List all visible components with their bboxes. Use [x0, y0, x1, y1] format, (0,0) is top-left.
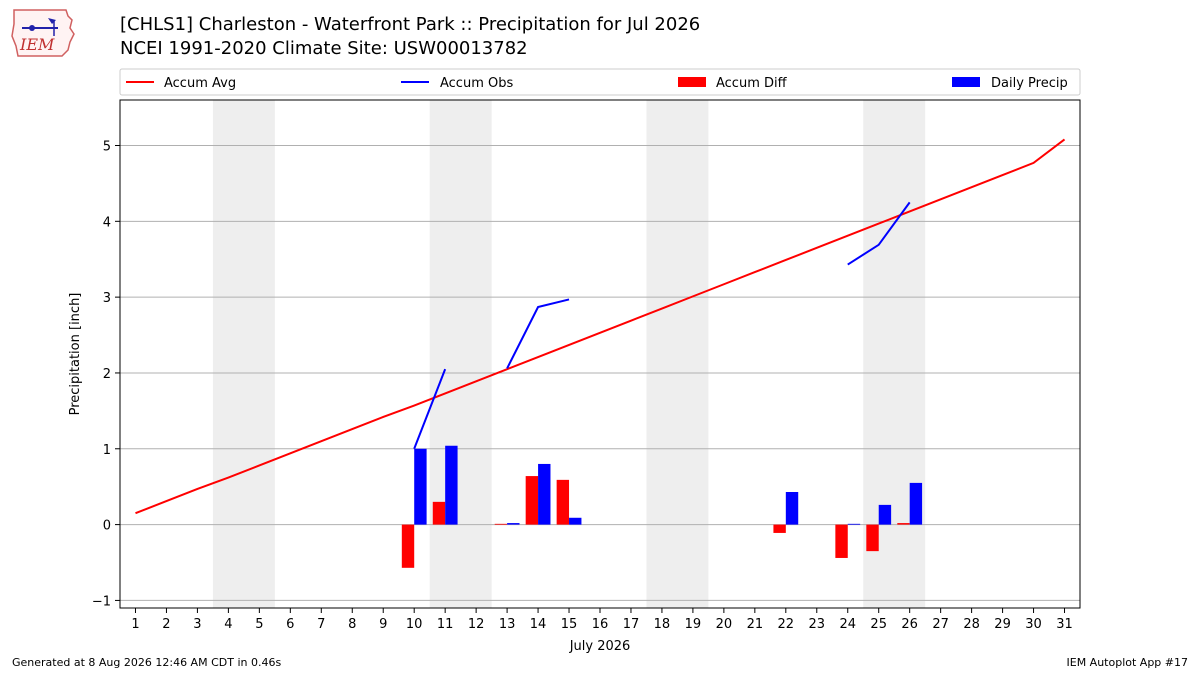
x-axis-label: July 2026	[569, 639, 631, 654]
x-tick-label-9: 9	[379, 617, 387, 632]
accum-diff-bar-day-15	[556, 479, 570, 525]
accum-diff-bar-day-11	[432, 501, 446, 525]
x-tick-label-8: 8	[348, 617, 356, 632]
accum-avg-line	[135, 138, 1066, 515]
accum-diff-bar-day-24	[835, 524, 848, 558]
chart-title: [CHLS1] Charleston - Waterfront Park :: …	[120, 13, 700, 61]
x-tick-label-25: 25	[870, 617, 887, 632]
x-tick-label-12: 12	[468, 617, 485, 632]
x-tick-label-26: 26	[901, 617, 918, 632]
y-tick-label-1: 1	[103, 443, 111, 458]
x-tick-label-22: 22	[778, 617, 795, 632]
accum-diff-bar-day-25	[866, 524, 879, 552]
generated-note: Generated at 8 Aug 2026 12:46 AM CDT in …	[12, 656, 282, 669]
iem-logo: IEM	[8, 6, 78, 58]
accum-diff-bar-day-10	[401, 524, 415, 568]
x-tick-label-24: 24	[839, 617, 856, 632]
legend-swatch-2	[678, 77, 706, 87]
legend-label-1: Accum Obs	[440, 76, 513, 91]
legend-swatch-3	[952, 77, 980, 87]
x-tick-label-15: 15	[561, 617, 578, 632]
x-tick-label-5: 5	[255, 617, 263, 632]
daily-precip-bar-day-11	[445, 445, 458, 525]
accum-diff-bar-day-13	[494, 523, 508, 525]
x-tick-label-30: 30	[1025, 617, 1042, 632]
y-tick-label--1: −1	[92, 594, 111, 609]
daily-precip-bar-day-15	[569, 517, 582, 525]
x-tick-label-11: 11	[437, 617, 454, 632]
x-tick-label-28: 28	[963, 617, 980, 632]
logo-text: IEM	[19, 35, 55, 54]
x-tick-label-3: 3	[193, 617, 201, 632]
title-line-2: NCEI 1991-2020 Climate Site: USW00013782	[120, 38, 528, 59]
weekend-shade-2	[646, 100, 709, 608]
x-tick-label-1: 1	[131, 617, 139, 632]
x-tick-label-27: 27	[932, 617, 949, 632]
accum-obs-line-0	[413, 368, 447, 450]
legend-label-2: Accum Diff	[716, 76, 788, 91]
y-tick-label-4: 4	[103, 215, 111, 230]
x-tick-label-7: 7	[317, 617, 325, 632]
x-tick-label-6: 6	[286, 617, 294, 632]
accum-diff-bar-day-14	[525, 476, 539, 525]
x-tick-label-10: 10	[406, 617, 423, 632]
daily-precip-bar-day-25	[878, 504, 892, 525]
y-tick-label-0: 0	[103, 519, 111, 534]
x-tick-label-16: 16	[592, 617, 609, 632]
y-tick-label-5: 5	[103, 139, 111, 154]
x-tick-label-31: 31	[1056, 617, 1073, 632]
y-tick-label-3: 3	[103, 291, 111, 306]
x-tick-label-29: 29	[994, 617, 1011, 632]
y-tick-label-2: 2	[103, 367, 111, 382]
y-axis-label: Precipitation [inch]	[68, 293, 83, 416]
title-line-1: [CHLS1] Charleston - Waterfront Park :: …	[120, 14, 701, 35]
x-tick-label-2: 2	[162, 617, 170, 632]
weekend-shade-0	[212, 100, 275, 608]
x-tick-label-18: 18	[654, 617, 671, 632]
accum-obs-line-1	[506, 298, 570, 369]
accum-diff-bar-day-26	[897, 523, 910, 525]
legend-label-3: Daily Precip	[991, 76, 1068, 91]
x-tick-label-17: 17	[623, 617, 640, 632]
x-tick-label-14: 14	[530, 617, 547, 632]
x-tick-label-4: 4	[224, 617, 232, 632]
x-tick-label-23: 23	[809, 617, 826, 632]
accum-diff-bar-day-22	[773, 524, 786, 533]
x-tick-label-20: 20	[716, 617, 733, 632]
daily-precip-bar-day-26	[909, 482, 923, 525]
daily-precip-bar-day-24	[847, 523, 861, 525]
daily-precip-bar-day-13	[507, 523, 520, 525]
daily-precip-bar-day-10	[414, 448, 427, 525]
x-tick-label-13: 13	[499, 617, 516, 632]
app-label: IEM Autoplot App #17	[1066, 656, 1189, 669]
weekend-shade-1	[429, 100, 492, 608]
accum-obs-line-2	[847, 201, 911, 266]
legend-box	[119, 68, 1081, 96]
daily-precip-bar-day-14	[538, 463, 551, 525]
x-tick-label-19: 19	[685, 617, 702, 632]
daily-precip-bar-day-22	[785, 491, 799, 525]
legend-label-0: Accum Avg	[164, 76, 236, 91]
x-tick-label-21: 21	[747, 617, 764, 632]
